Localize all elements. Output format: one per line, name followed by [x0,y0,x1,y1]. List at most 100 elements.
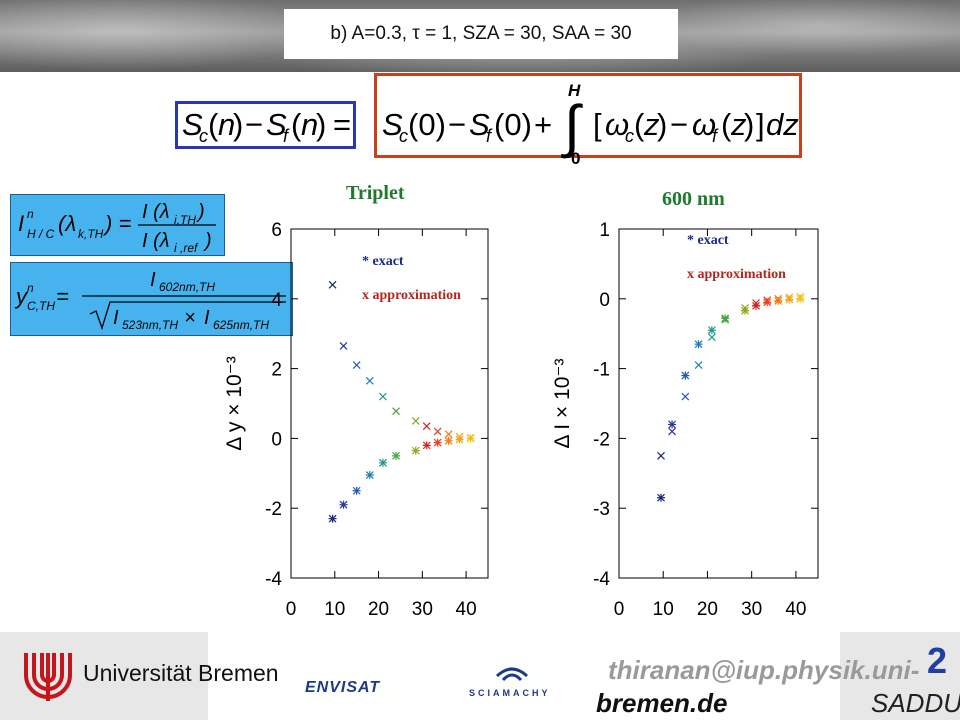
svg-text:×: × [184,307,196,329]
chart-title-600nm: 600 nm [662,188,725,210]
svg-text:0: 0 [571,149,580,166]
exact-point [352,486,361,495]
x-tick-label: 10 [653,599,674,620]
svg-text:f: f [283,126,290,146]
svg-text:n: n [218,107,235,142]
approximation-point [774,294,783,303]
svg-text:I: I [204,307,210,329]
legend-exact-600nm: * exact [687,233,729,248]
x-tick-label: 40 [456,599,477,620]
y-tick-label: -4 [265,569,282,590]
svg-text:c: c [399,126,408,146]
svg-text:H / C: H / C [27,227,55,241]
email-line-2[interactable]: bremen.de [596,688,728,718]
svg-text:): ) [233,107,243,142]
svg-text:I: I [150,269,156,291]
y-tick-label: -2 [593,429,610,450]
svg-text:−: − [670,107,688,142]
svg-text:dz: dz [766,107,799,142]
approximation-point [681,392,690,401]
svg-text:y: y [14,284,29,309]
approximation-point [752,299,761,307]
svg-text:S: S [266,107,287,142]
svg-text:−: − [448,107,466,142]
exact-point [328,514,337,523]
svg-text:C,TH: C,TH [27,299,55,313]
x-tick-label: 0 [286,599,297,620]
exact-point [392,451,401,460]
equation: Sc (n) − Sf (n) = Sc (0) − Sf (0) + ∫ H … [182,81,799,166]
svg-text:i ,ref: i ,ref [174,241,199,255]
svg-text:=: = [56,284,69,309]
approximation-point [339,341,348,350]
svg-text:I (λ: I (λ [142,201,170,223]
x-tick-label: 40 [785,599,806,620]
approximation-point [785,293,794,302]
svg-text:n: n [27,207,34,221]
legend-approx-triplet: x approximation [362,288,461,303]
exact-point [411,446,420,455]
page-number: 2 [927,640,948,681]
y-tick-label: -1 [593,360,610,381]
chart-title-triplet: Triplet [346,182,405,204]
approximation-point [466,433,475,442]
svg-text:): ) [744,107,754,142]
svg-text:]: ] [756,107,765,142]
svg-text:): ) [203,230,212,252]
approximation-point [668,427,676,436]
svg-text:H: H [568,81,581,100]
y-tick-label: 0 [271,429,282,450]
exact-point [681,371,690,380]
svg-text:n: n [27,281,34,295]
svg-text:=: = [333,107,351,142]
svg-text:(: ( [721,107,732,142]
svg-text:ω: ω [692,107,716,142]
approximation-point [763,296,772,305]
x-tick-label: 30 [741,599,762,620]
svg-text:S: S [469,107,490,142]
svg-text:602nm,TH: 602nm,TH [159,280,215,294]
svg-text:523nm,TH: 523nm,TH [122,318,178,332]
approximation-point [455,432,464,441]
svg-text:): ) [316,107,326,142]
plot-frame [290,228,489,579]
email-line-1[interactable]: thiranan@iup.physik.uni- [608,655,920,685]
x-tick-label: 20 [697,599,718,620]
y-tick-label: -3 [593,499,610,520]
svg-text:c: c [199,126,208,146]
svg-text:f: f [712,126,719,146]
approximation-point [796,292,805,301]
svg-text:S: S [382,107,403,142]
svg-text:(: ( [208,107,219,142]
approximation-point [379,392,387,401]
approximation-point [422,422,431,431]
formula-triplet-box: y n C,TH = I 602nm,TH I 523nm,TH × I 625… [10,262,293,336]
approximation-point [328,280,337,289]
approximation-point [694,361,703,370]
svg-text:k,TH: k,TH [78,227,104,241]
svg-text:I (λ: I (λ [142,230,170,252]
x-tick-label: 20 [368,599,389,620]
exact-point [378,458,387,467]
university-logo-icon [24,653,72,701]
exact-point [433,438,442,447]
x-tick-label: 0 [614,599,625,620]
sciamachy-logo-icon [495,667,529,682]
exact-point [694,340,703,349]
formula-ratio-box: I n H / C (λ k,TH ) = I (λ i,TH ) I (λ i… [10,194,225,256]
svg-text:) =: ) = [102,211,131,236]
y-axis-label: Δ y × 10⁻³ [223,356,246,451]
svg-text:f: f [486,126,493,146]
x-tick-label: 10 [324,599,345,620]
svg-text:625nm,TH: 625nm,TH [213,318,269,332]
svg-text:S: S [182,107,203,142]
exact-point [444,436,453,445]
svg-text:I: I [18,211,24,236]
x-tick-label: 30 [412,599,433,620]
exact-point [707,326,716,335]
y-tick-label: 1 [599,220,610,241]
y-tick-label: 4 [271,290,282,311]
approximation-point [433,427,442,436]
svg-text:+: + [534,107,552,142]
